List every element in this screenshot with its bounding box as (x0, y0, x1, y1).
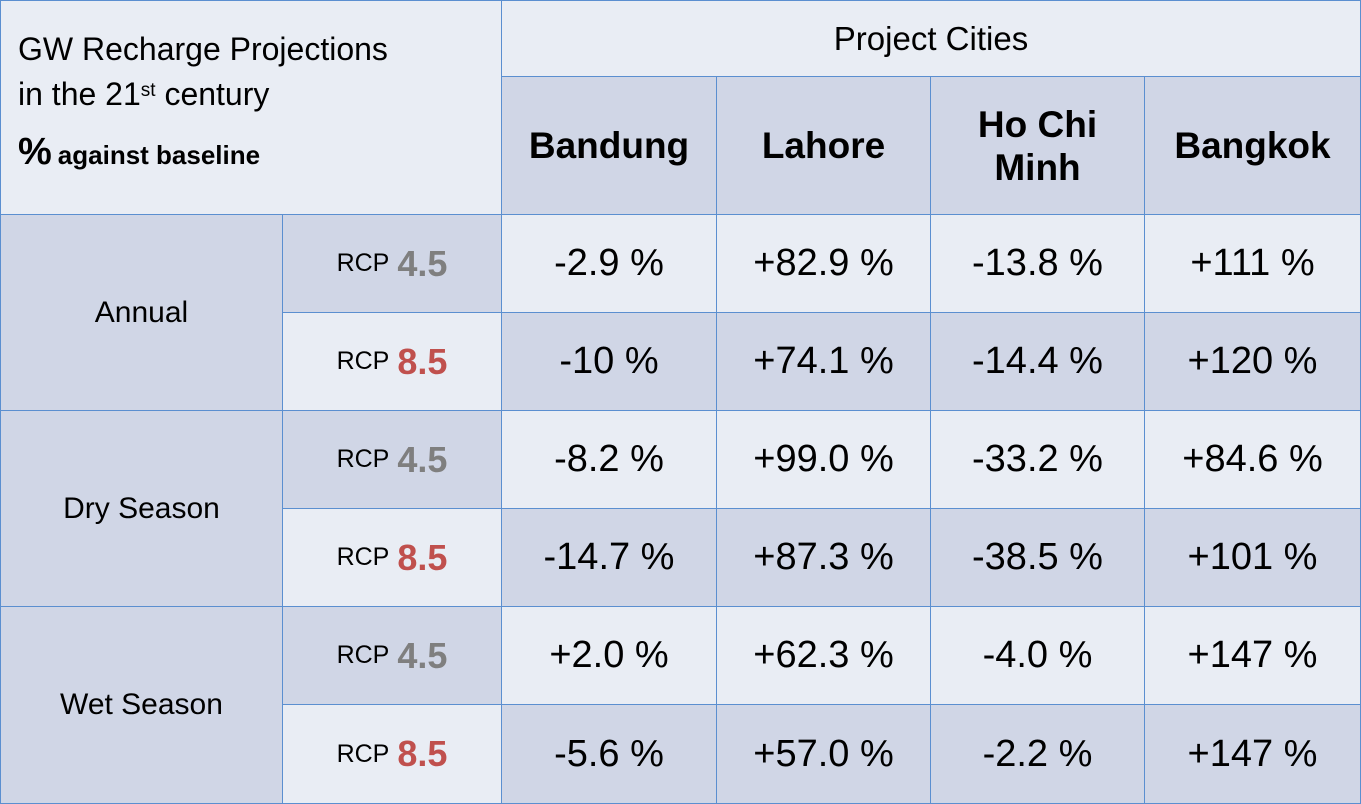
value-text: +2.0 % (549, 634, 669, 676)
rcp-scenario-value: 4.5 (397, 242, 448, 284)
rcp-cell: RCP 8.5 (282, 508, 502, 607)
project-cities-label: Project Cities (833, 19, 1029, 57)
rcp-prefix: RCP (336, 739, 390, 768)
rcp-prefix: RCP (336, 543, 390, 571)
title-line2-text: in the 21 (18, 76, 141, 112)
subtitle-text: against baseline (57, 140, 261, 170)
value-text: -5.6 % (554, 732, 664, 775)
value-text: +99.0 % (753, 438, 894, 480)
value-text: +147 % (1187, 634, 1318, 676)
value-cell: -38.5 % (930, 508, 1145, 607)
rcp-scenario-value: 8.5 (397, 536, 448, 578)
value-text: +111 % (1190, 242, 1315, 284)
value-cell: +99.0 % (716, 410, 931, 509)
rcp-prefix: RCP (336, 249, 390, 277)
value-text: -8.2 % (554, 438, 664, 480)
city-header-bandung: Bandung (501, 76, 717, 215)
value-text: +120 % (1187, 340, 1318, 382)
project-cities-header: Project Cities (501, 0, 1361, 77)
table-title-cell: GW Recharge Projections in the 21st cent… (0, 0, 502, 215)
value-cell: +74.1 % (716, 312, 931, 411)
value-cell: -14.7 % (501, 508, 717, 607)
value-cell: +111 % (1144, 214, 1361, 313)
value-cell: +2.0 % (501, 606, 717, 705)
value-text: +101 % (1187, 536, 1318, 578)
rcp-prefix: RCP (336, 445, 390, 473)
value-cell: -13.8 % (930, 214, 1145, 313)
value-cell: -8.2 % (501, 410, 717, 509)
value-cell: +62.3 % (716, 606, 931, 705)
rcp-scenario-value: 4.5 (397, 438, 448, 480)
value-cell: +147 % (1144, 606, 1361, 705)
value-text: +147 % (1187, 732, 1318, 775)
value-text: +57.0 % (753, 732, 894, 775)
rcp-scenario-value: 8.5 (397, 340, 448, 382)
value-text: -38.5 % (972, 536, 1103, 578)
category-label: Annual (94, 295, 189, 329)
title-line2-suffix: century (155, 76, 270, 112)
value-text: -13.8 % (972, 242, 1103, 284)
rcp-scenario-value: 4.5 (397, 634, 448, 676)
value-cell: -2.9 % (501, 214, 717, 313)
subtitle-percent: % (18, 131, 52, 173)
rcp-scenario-value: 8.5 (397, 733, 448, 774)
value-text: -14.4 % (972, 340, 1103, 382)
value-cell: +84.6 % (1144, 410, 1361, 509)
rcp-prefix: RCP (336, 347, 390, 375)
city-header-bangkok: Bangkok (1144, 76, 1361, 215)
value-text: -2.9 % (554, 242, 664, 284)
value-cell: +87.3 % (716, 508, 931, 607)
value-cell: -33.2 % (930, 410, 1145, 509)
table-title-line2: in the 21st century (18, 72, 501, 117)
value-cell: -10 % (501, 312, 717, 411)
value-text: +62.3 % (753, 634, 894, 676)
value-cell: +101 % (1144, 508, 1361, 607)
value-cell: +120 % (1144, 312, 1361, 411)
category-label: Wet Season (60, 688, 223, 721)
category-annual: Annual (0, 214, 283, 411)
city-name: Bandung (528, 125, 690, 166)
value-text: -14.7 % (543, 536, 675, 578)
value-cell: -2.2 % (930, 704, 1145, 804)
value-text: -2.2 % (982, 732, 1093, 775)
category-wet-season: Wet Season (0, 606, 283, 804)
rcp-cell: RCP 4.5 (282, 606, 502, 705)
value-text: -10 % (559, 340, 659, 382)
value-text: +84.6 % (1182, 438, 1323, 480)
value-text: +82.9 % (753, 242, 894, 284)
rcp-prefix: RCP (336, 641, 390, 669)
value-cell: +82.9 % (716, 214, 931, 313)
city-name: Ho Chi Minh (977, 103, 1098, 188)
title-superscript: st (140, 80, 156, 101)
value-text: +74.1 % (753, 340, 894, 382)
city-header-lahore: Lahore (716, 76, 931, 215)
value-cell: +57.0 % (716, 704, 931, 804)
value-text: -33.2 % (972, 438, 1103, 480)
table-subtitle: % against baseline (18, 131, 501, 174)
city-header-ho-chi-minh: Ho Chi Minh (930, 76, 1145, 215)
city-name: Bangkok (1174, 125, 1331, 166)
value-text: +87.3 % (753, 536, 894, 578)
city-name: Lahore (761, 125, 886, 166)
value-cell: -5.6 % (501, 704, 717, 804)
rcp-cell: RCP 4.5 (282, 410, 502, 509)
value-text: -4.0 % (982, 634, 1093, 676)
value-cell: +147 % (1144, 704, 1361, 804)
table-title-line1: GW Recharge Projections (18, 31, 388, 67)
rcp-cell: RCP 4.5 (282, 214, 502, 313)
value-cell: -14.4 % (930, 312, 1145, 411)
category-label: Dry Season (63, 491, 220, 525)
rcp-cell: RCP 8.5 (282, 704, 502, 804)
rcp-cell: RCP 8.5 (282, 312, 502, 411)
value-cell: -4.0 % (930, 606, 1145, 705)
category-dry-season: Dry Season (0, 410, 283, 607)
